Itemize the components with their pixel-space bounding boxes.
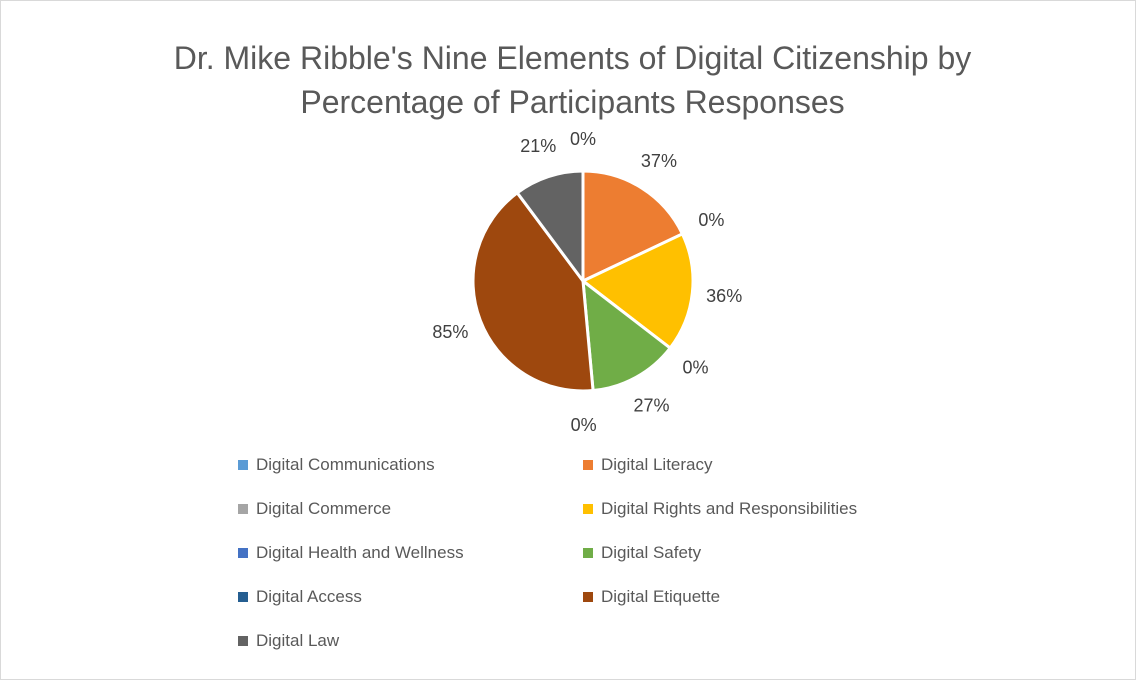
pie-slice-digital-safety <box>581 277 673 393</box>
data-label-digital-communications: 0% <box>570 129 596 149</box>
legend-label: Digital Health and Wellness <box>256 543 464 562</box>
pie-data-labels: 0% 37% 0% 36% 0% 27% 0% 85% 21% <box>432 129 742 435</box>
legend-item-digital-access: Digital Access <box>238 582 583 612</box>
legend-label: Digital Commerce <box>256 499 392 518</box>
data-label-digital-commerce: 0% <box>698 210 724 230</box>
chart-legend: Digital Communications Digital Literacy Di… <box>238 450 998 656</box>
data-label-digital-access: 0% <box>571 415 597 435</box>
data-label-digital-literacy: 37% <box>641 151 677 171</box>
legend-label: Digital Etiquette <box>601 587 721 606</box>
legend-label: Digital Safety <box>601 543 702 562</box>
legend-swatch <box>583 460 593 470</box>
legend-swatch <box>583 592 593 602</box>
pie-slice-digital-etiquette <box>471 190 595 393</box>
pie-slice-digital-literacy <box>581 169 685 284</box>
legend-item-digital-communications: Digital Communications <box>238 450 583 480</box>
legend-item-digital-etiquette: Digital Etiquette <box>583 582 983 612</box>
legend-label: Digital Literacy <box>601 455 713 474</box>
legend-swatch <box>238 636 248 646</box>
legend-label: Digital Communications <box>256 455 435 474</box>
legend-swatch <box>583 548 593 558</box>
data-label-digital-law: 21% <box>520 136 556 156</box>
pie-slice-digital-rights-and-responsibilities <box>580 231 695 351</box>
legend-swatch <box>238 592 248 602</box>
legend-item-digital-health-and-wellness: Digital Health and Wellness <box>238 538 583 568</box>
legend-swatch <box>583 504 593 514</box>
data-label-digital-etiquette: 85% <box>432 322 468 342</box>
pie-slice-digital-law <box>515 169 585 286</box>
legend-item-digital-law: Digital Law <box>238 626 583 656</box>
legend-item-digital-rights-and-responsibilities: Digital Rights and Responsibilities <box>583 494 983 524</box>
legend-item-digital-commerce: Digital Commerce <box>238 494 583 524</box>
legend-swatch <box>238 460 248 470</box>
legend-swatch <box>238 504 248 514</box>
legend-label: Digital Law <box>256 631 340 650</box>
legend-label: Digital Access <box>256 587 362 606</box>
legend-swatch <box>238 548 248 558</box>
legend-label: Digital Rights and Responsibilities <box>601 499 858 518</box>
legend-item-digital-safety: Digital Safety <box>583 538 983 568</box>
pie-slices <box>471 169 695 393</box>
data-label-digital-health-and-wellness: 0% <box>683 358 709 378</box>
chart-title: Dr. Mike Ribble's Nine Elements of Digit… <box>173 40 972 120</box>
legend-item-digital-literacy: Digital Literacy <box>583 450 983 480</box>
data-label-digital-rights-and-responsibilities: 36% <box>706 286 742 306</box>
data-label-digital-safety: 27% <box>633 395 669 415</box>
